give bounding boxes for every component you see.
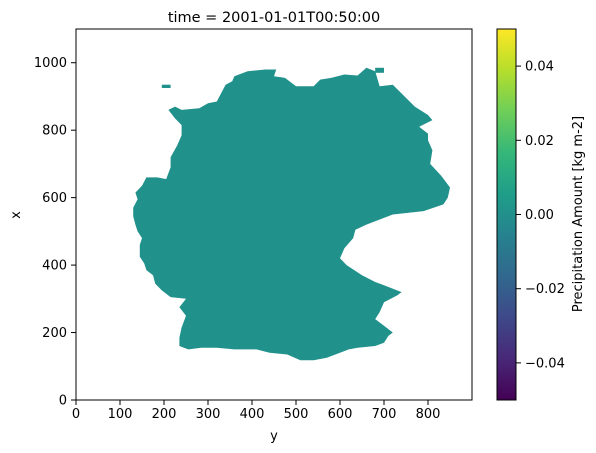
colorbar: −0.04 −0.02 0.00 0.02 0.04 Precipitation Amo… [496, 28, 586, 401]
y-axis-label: x [9, 211, 24, 219]
y-tick-label: 400 [42, 259, 67, 274]
x-tick-label: 600 [328, 407, 353, 422]
y-axis-ticks: 0 200 400 600 800 1000 [34, 56, 76, 409]
colorbar-label: Precipitation Amount [kg m-2] [571, 116, 586, 312]
plot-frame [75, 28, 473, 401]
field-islands [161, 67, 384, 88]
colorbar-tick-label: −0.02 [525, 282, 565, 297]
y-tick-label: 1000 [34, 56, 67, 71]
x-axis-label: y [270, 429, 278, 444]
colorbar-tick-label: 0.02 [525, 134, 554, 149]
colorbar-ticks: −0.04 −0.02 0.00 0.02 0.04 [516, 60, 565, 371]
y-tick-label: 600 [42, 191, 67, 206]
x-tick-label: 200 [152, 407, 177, 422]
chart-title: time = 2001-01-01T00:50:00 [168, 10, 380, 26]
x-tick-label: 300 [196, 407, 221, 422]
colorbar-tick-label: 0.00 [525, 208, 554, 223]
x-tick-label: 700 [372, 407, 397, 422]
x-tick-label: 400 [240, 407, 265, 422]
y-tick-label: 800 [42, 124, 67, 139]
colorbar-tick-label: 0.04 [525, 60, 554, 75]
y-tick-label: 200 [42, 326, 67, 341]
precipitation-field [133, 67, 450, 361]
y-tick-label: 0 [59, 394, 67, 409]
x-tick-label: 100 [108, 407, 133, 422]
x-tick-label: 500 [284, 407, 309, 422]
field-island [161, 84, 171, 88]
x-tick-label: 800 [416, 407, 441, 422]
x-tick-label: 0 [72, 407, 80, 422]
colorbar-tick-label: −0.04 [525, 356, 565, 371]
field-island [375, 67, 384, 73]
x-axis-ticks: 0 100 200 300 400 500 600 700 800 [72, 400, 441, 422]
colorbar-gradient [497, 29, 516, 400]
plot-area [75, 28, 473, 401]
